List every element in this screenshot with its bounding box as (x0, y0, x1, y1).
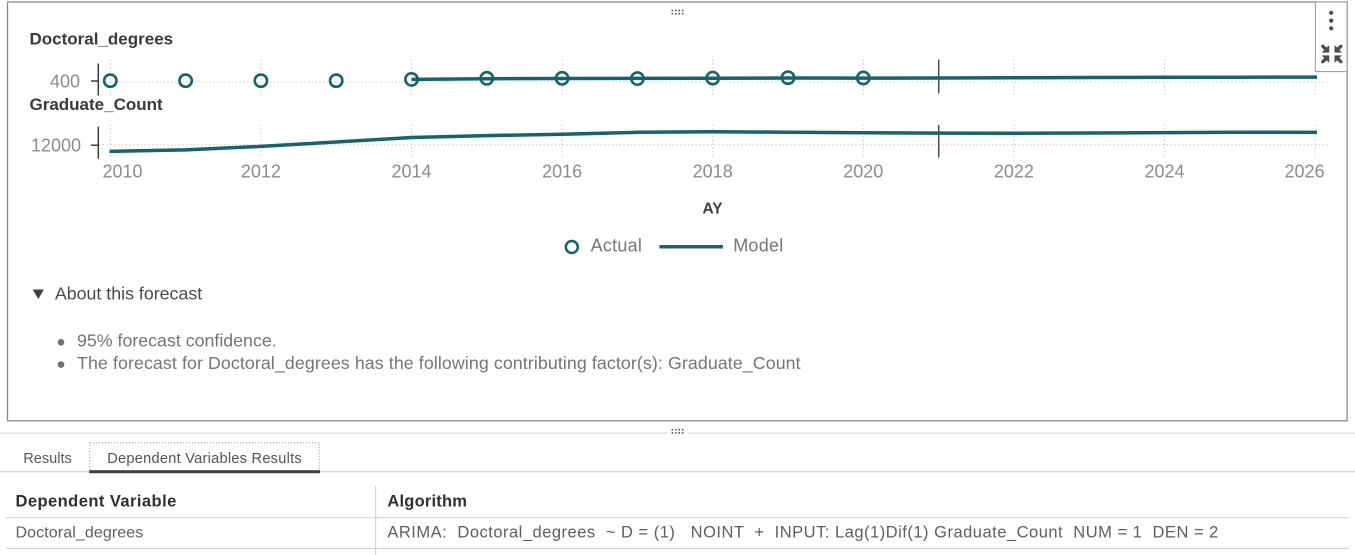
svg-text:Doctoral_degrees: Doctoral_degrees (16, 525, 144, 542)
svg-text:2018: 2018 (693, 162, 733, 182)
svg-text:Actual: Actual (591, 236, 643, 256)
svg-text:Graduate_Count: Graduate_Count (30, 95, 164, 114)
svg-text:Dependent Variables Results: Dependent Variables Results (107, 451, 302, 467)
svg-text:95% forecast confidence.: 95% forecast confidence. (77, 331, 277, 351)
svg-text:400: 400 (50, 71, 80, 91)
svg-text:About this forecast: About this forecast (55, 284, 202, 304)
svg-text:2024: 2024 (1144, 162, 1184, 182)
svg-text:ARIMA: Doctoral_degrees ~ D: ARIMA: Doctoral_degrees ~ D = (1) NOINT … (387, 524, 1218, 542)
svg-text:Dependent Variable: Dependent Variable (16, 493, 177, 511)
svg-text:2022: 2022 (994, 162, 1034, 182)
svg-text:2026: 2026 (1284, 162, 1324, 182)
svg-text:Algorithm: Algorithm (387, 493, 467, 511)
svg-text:12000: 12000 (31, 136, 81, 156)
svg-text:2016: 2016 (542, 162, 582, 182)
svg-text:Doctoral_degrees: Doctoral_degrees (30, 30, 174, 49)
svg-text:2014: 2014 (391, 162, 431, 182)
svg-text:AY: AY (702, 201, 723, 218)
svg-text:2020: 2020 (843, 162, 883, 182)
svg-text:Results: Results (23, 451, 72, 467)
svg-text:Model: Model (733, 236, 783, 256)
svg-text:2010: 2010 (102, 162, 142, 182)
svg-text:The forecast for Doctoral_degr: The forecast for Doctoral_degrees has th… (77, 353, 801, 374)
svg-text:2012: 2012 (241, 162, 281, 182)
